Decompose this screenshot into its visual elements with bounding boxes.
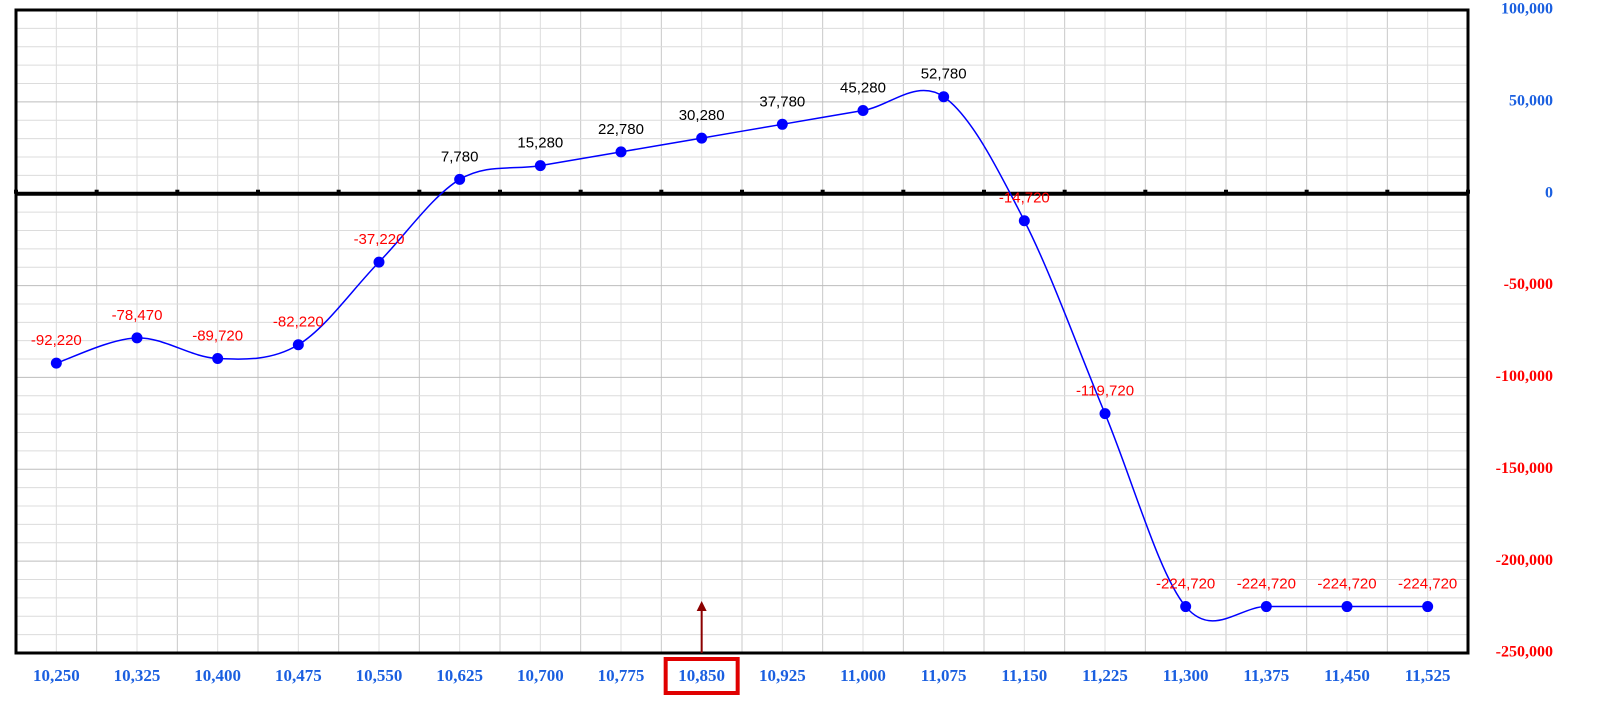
point	[212, 353, 224, 365]
current-box	[663, 657, 740, 695]
y-tick-label: -50,000	[1504, 276, 1553, 293]
value-label: -78,470	[112, 307, 163, 324]
x-tick-label: 10,775	[598, 666, 645, 685]
y-tick-label: 50,000	[1509, 93, 1553, 110]
point	[1422, 601, 1434, 613]
point	[1260, 601, 1272, 613]
plot-frame	[14, 8, 1470, 655]
x-tick-label: 11,075	[921, 666, 967, 685]
point	[1180, 601, 1192, 613]
x-tick-label: 10,400	[194, 666, 241, 685]
value-label: 7,780	[441, 148, 479, 165]
point	[1018, 215, 1030, 227]
x-tick-label: 11,450	[1324, 666, 1370, 685]
point	[938, 91, 950, 103]
point	[50, 357, 62, 369]
value-label: 37,780	[759, 93, 805, 110]
value-label: -224,720	[1317, 576, 1376, 593]
x-tick-label: 10,250	[33, 666, 80, 685]
x-tick-label: 11,000	[840, 666, 886, 685]
x-tick-label: 10,325	[114, 666, 161, 685]
value-label: -224,720	[1237, 576, 1296, 593]
y-tick-label: -250,000	[1496, 644, 1553, 661]
point	[615, 146, 627, 158]
point	[1099, 408, 1111, 420]
y-tick-label: -200,000	[1496, 552, 1553, 569]
value-label: -119,720	[1076, 383, 1134, 400]
x-tick-label: 10,625	[436, 666, 483, 685]
x-tick-label: 11,225	[1082, 666, 1128, 685]
value-label: 15,280	[517, 135, 563, 152]
value-label: 22,780	[598, 121, 644, 138]
value-label: -92,220	[31, 332, 82, 349]
value-label: -14,720	[999, 190, 1050, 207]
y-tick-label: 100,000	[1501, 1, 1553, 18]
value-label: 52,780	[921, 66, 967, 83]
value-label: -224,720	[1398, 576, 1457, 593]
y-tick-label: 0	[1545, 184, 1553, 201]
x-tick-label: 10,475	[275, 666, 322, 685]
current-arrow-head	[696, 601, 707, 611]
point	[1341, 601, 1353, 613]
value-label: 45,280	[840, 79, 886, 96]
x-tick-label: 10,850	[678, 666, 725, 685]
value-label: -224,720	[1156, 576, 1215, 593]
value-label: 30,280	[679, 107, 725, 124]
y-tick-label: -150,000	[1496, 460, 1553, 477]
x-tick-label: 10,700	[517, 666, 564, 685]
point	[292, 339, 304, 351]
x-tick-label: 11,150	[1001, 666, 1047, 685]
point	[131, 332, 143, 344]
point	[454, 173, 466, 185]
value-label: -37,220	[354, 231, 405, 248]
x-tick-label: 11,525	[1405, 666, 1451, 685]
point	[776, 118, 788, 130]
point	[696, 132, 708, 144]
point	[373, 256, 385, 268]
x-tick-label: 10,550	[356, 666, 403, 685]
x-tick-label: 11,300	[1163, 666, 1209, 685]
y-tick-label: -100,000	[1496, 368, 1553, 385]
point	[857, 105, 869, 117]
value-label: -82,220	[273, 314, 324, 331]
point	[534, 160, 546, 172]
x-tick-label: 11,375	[1243, 666, 1289, 685]
x-tick-label: 10,925	[759, 666, 806, 685]
value-label: -89,720	[192, 328, 243, 345]
